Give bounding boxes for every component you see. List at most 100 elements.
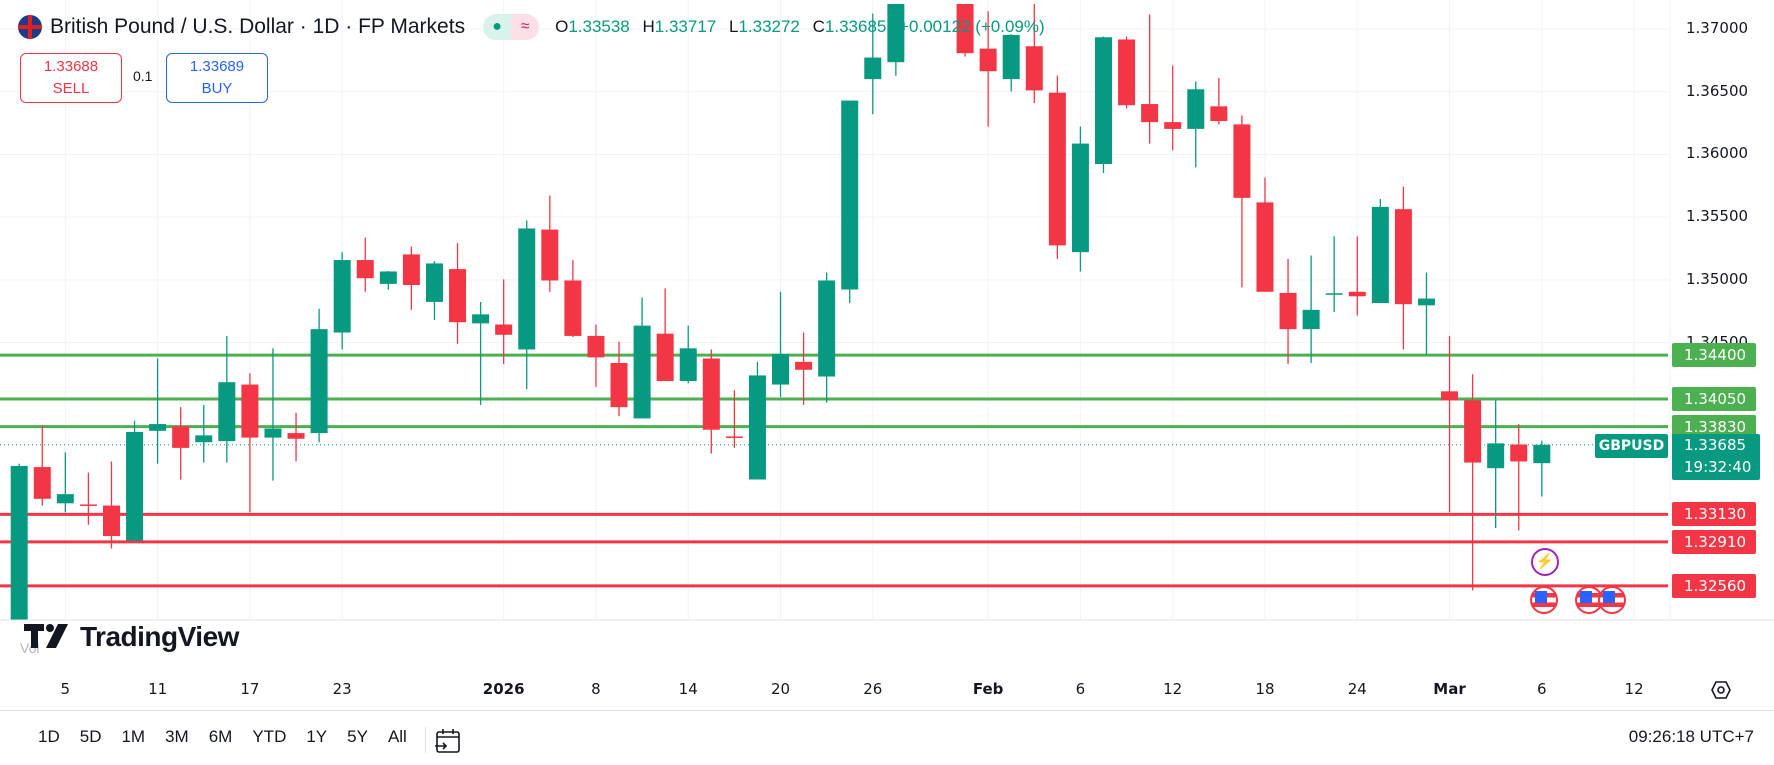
candle-body (1417, 298, 1435, 306)
candle (195, 404, 213, 463)
buy-button[interactable]: 1.33689 BUY (166, 53, 268, 103)
range-3m[interactable]: 3M (165, 727, 189, 746)
buy-price: 1.33689 (189, 58, 245, 75)
candle-body (1256, 202, 1274, 292)
range-6m[interactable]: 6M (208, 727, 233, 746)
candle (1464, 374, 1482, 591)
price-tick: 1.35500 (1686, 207, 1749, 226)
price-tick: 1.36500 (1686, 81, 1749, 100)
candle (472, 301, 490, 405)
candle (1071, 126, 1089, 272)
candle-body (102, 505, 120, 537)
us-flag-icon[interactable] (1598, 586, 1626, 614)
candle (725, 390, 743, 448)
candle (841, 100, 859, 304)
candle (356, 237, 374, 292)
range-divider (424, 727, 426, 753)
range-bar: 1D 5D 1M 3M 6M YTD 1Y 5Y All (28, 727, 462, 755)
candle (264, 348, 282, 481)
range-1d[interactable]: 1D (38, 727, 60, 746)
range-5d[interactable]: 5D (79, 727, 102, 746)
support-level-label[interactable]: 1.32560 (1672, 573, 1756, 598)
candle-body (541, 229, 559, 281)
candle-body (656, 333, 674, 382)
candle-body (979, 48, 997, 72)
candle-body (1094, 37, 1112, 165)
candle (425, 261, 443, 320)
current-price-label: 1.33685 19:32:40 (1672, 434, 1760, 480)
candle-body (218, 382, 236, 442)
close-value: 1.33685 (824, 17, 887, 36)
lightning-icon[interactable]: ⚡ (1531, 548, 1559, 576)
candle-body (425, 263, 443, 302)
order-quantity[interactable]: 0.1 (133, 68, 153, 84)
candle-body (126, 431, 144, 541)
tradingview-logo-icon (24, 624, 68, 648)
resistance-level-label[interactable]: 1.34400 (1672, 343, 1756, 368)
candle-body (195, 435, 213, 443)
candle (1025, 4, 1043, 103)
candle-body (1533, 444, 1551, 464)
range-1y[interactable]: 1Y (306, 727, 328, 746)
candle-body (772, 353, 790, 385)
bottom-bar-divider (0, 710, 1774, 711)
candle (1210, 77, 1228, 125)
price-chart[interactable] (0, 0, 1774, 720)
range-1m[interactable]: 1M (121, 727, 146, 746)
candle-body (1071, 143, 1089, 253)
range-ytd[interactable]: YTD (252, 727, 287, 746)
candle-body (1348, 291, 1366, 297)
time-tick: 17 (240, 680, 260, 698)
candle (287, 412, 305, 462)
us-flag-icon[interactable] (1530, 586, 1558, 614)
candle (956, 4, 974, 57)
candle-body (56, 494, 74, 504)
candle-body (725, 436, 743, 438)
candle (656, 288, 674, 382)
candle-body (887, 4, 905, 63)
candle-body (748, 375, 766, 480)
candle-body (1187, 89, 1205, 129)
clock-timezone[interactable]: 09:26:18 UTC+7 (1628, 727, 1754, 746)
candle-body (33, 467, 51, 499)
support-level-label[interactable]: 1.32910 (1672, 529, 1756, 554)
candle-body (1441, 391, 1459, 401)
approx-icon[interactable]: ≈ (511, 14, 540, 40)
candle (610, 341, 628, 417)
time-tick: 14 (678, 680, 698, 698)
bar-countdown: 19:32:40 (1684, 458, 1752, 476)
range-all[interactable]: All (387, 727, 407, 746)
status-badges[interactable]: ● ≈ (483, 14, 540, 40)
calendar-goto-icon[interactable] (434, 727, 462, 755)
range-5y[interactable]: 5Y (347, 727, 368, 746)
tradingview-logo[interactable]: TradingView (24, 621, 239, 653)
close-label: C (812, 17, 825, 36)
time-tick: Feb (972, 680, 1004, 698)
candle (1487, 400, 1505, 529)
candle-body (1464, 400, 1482, 463)
candle (241, 373, 259, 513)
price-tick: 1.36000 (1686, 144, 1749, 163)
support-level-label[interactable]: 1.33130 (1672, 502, 1756, 527)
candle-body (1279, 292, 1297, 330)
buy-label: BUY (201, 80, 233, 97)
market-open-dot-icon[interactable]: ● (483, 14, 512, 40)
sell-button[interactable]: 1.33688 SELL (20, 53, 122, 103)
settings-hexagon-icon[interactable] (1710, 680, 1732, 700)
candles (10, 4, 1551, 620)
candle (702, 349, 720, 454)
resistance-level-label[interactable]: 1.34050 (1672, 386, 1756, 411)
candle (218, 335, 236, 463)
candle-body (472, 314, 490, 324)
time-tick: 8 (591, 680, 601, 698)
candle-body (1141, 104, 1159, 123)
time-tick: 11 (148, 680, 168, 698)
symbol-title[interactable]: British Pound / U.S. Dollar · 1D · FP Ma… (50, 15, 466, 38)
candle-body (1164, 122, 1182, 129)
time-tick: 24 (1347, 680, 1367, 698)
candle (402, 246, 420, 310)
candle (818, 272, 836, 403)
high-label: H (642, 17, 655, 36)
candle (102, 461, 120, 549)
candle-body (1233, 124, 1251, 198)
